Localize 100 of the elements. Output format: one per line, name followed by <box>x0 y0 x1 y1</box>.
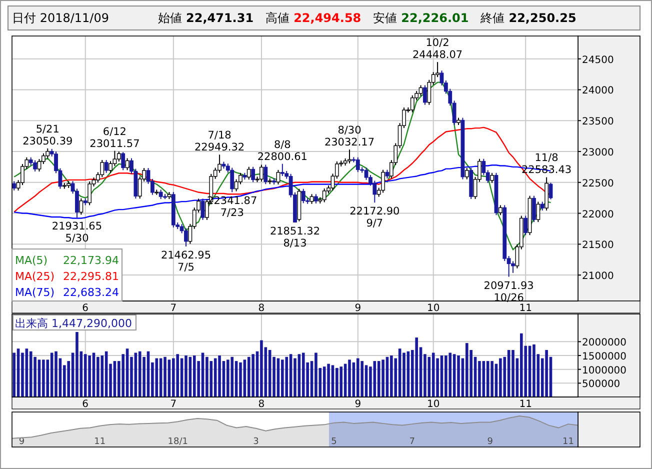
candlestick <box>301 188 306 204</box>
candlestick <box>356 156 360 173</box>
candlestick <box>276 169 280 185</box>
candlestick <box>104 159 108 174</box>
candlestick <box>348 149 352 164</box>
x-tick-label: 8 <box>258 303 265 314</box>
candlestick <box>381 169 385 194</box>
bar <box>218 356 221 397</box>
x-tick-label: 7 <box>170 399 177 410</box>
bar <box>340 366 343 397</box>
text: 22,494.58 <box>294 11 362 25</box>
annotation: 21462.95 7/5 <box>160 249 212 274</box>
text: MA(25) 22,295.81 <box>15 270 119 283</box>
y-tick-label: 500000 <box>582 379 620 390</box>
y-tick-label: 1500000 <box>582 352 627 362</box>
candlestick <box>200 198 205 220</box>
candlestick <box>310 194 314 204</box>
text: 終値 <box>480 11 505 25</box>
bar <box>314 352 318 397</box>
candlestick <box>37 158 42 172</box>
bar <box>432 352 435 397</box>
annotation: 21851.32 8/13 <box>270 225 320 250</box>
candlestick <box>251 166 256 183</box>
bar <box>356 358 360 397</box>
candlestick <box>264 164 268 185</box>
bar <box>545 350 548 397</box>
bar <box>247 356 250 397</box>
bar <box>230 356 234 397</box>
candlestick <box>88 180 92 206</box>
bar <box>302 352 305 397</box>
candlestick <box>280 163 284 176</box>
candlestick <box>536 201 540 223</box>
bar <box>252 354 254 397</box>
bar <box>84 354 87 397</box>
bar <box>486 361 490 397</box>
x-tick-label: 10 <box>426 303 440 314</box>
bar <box>138 351 142 397</box>
bar <box>512 350 514 397</box>
bar <box>490 361 494 397</box>
text: MA(5) 22,173.94 <box>15 254 119 267</box>
candlestick <box>158 189 163 200</box>
text: 始値 <box>158 11 182 25</box>
candlestick <box>33 160 38 172</box>
y-tick-label: 21500 <box>582 240 614 252</box>
y-tick-label: 23000 <box>582 148 614 159</box>
bar <box>176 354 180 397</box>
x-tick-label: 9 <box>487 437 494 447</box>
annotation: 7/18 22949.32 <box>194 130 245 154</box>
bar <box>478 361 481 397</box>
candlestick <box>116 151 121 162</box>
x-tick-label: 9 <box>354 399 362 410</box>
candlestick <box>314 194 318 204</box>
bar <box>226 360 230 397</box>
bar <box>532 344 536 397</box>
bar <box>54 351 58 397</box>
bar <box>520 333 523 397</box>
candlestick <box>410 94 414 113</box>
annotation: 10/2 24448.07 <box>412 37 463 62</box>
y-tick-label: 23500 <box>582 116 614 128</box>
x-tick-label: 10 <box>426 399 440 410</box>
candlestick <box>418 84 423 96</box>
bar <box>88 356 91 397</box>
chart-title: 出来高 1,447,290,000 <box>15 317 132 330</box>
bar <box>457 356 460 397</box>
text: 22,471.31 <box>186 11 254 25</box>
bar <box>12 352 16 397</box>
candlestick <box>184 228 188 247</box>
bar <box>164 356 166 397</box>
candlestick <box>322 188 326 203</box>
candlestick <box>112 150 117 167</box>
x-tick-label: 18/1 <box>168 437 188 447</box>
bar <box>336 368 338 397</box>
bar <box>239 362 242 397</box>
bar <box>444 356 448 397</box>
candlestick <box>246 166 251 180</box>
x-tick-label: 7 <box>409 437 415 447</box>
annotation: 8/30 23032.17 <box>324 124 375 149</box>
candlestick <box>364 167 368 180</box>
x-tick-label: 11 <box>519 303 532 314</box>
bar <box>184 356 188 397</box>
bar <box>285 356 288 397</box>
candlestick <box>79 198 84 216</box>
annotation: 5/21 23050.39 <box>22 123 73 148</box>
x-tick-label: 3 <box>253 437 259 447</box>
bar <box>155 358 158 397</box>
x-tick-label: 8 <box>258 399 265 410</box>
candlestick <box>490 172 494 184</box>
bar <box>382 360 384 397</box>
bar <box>294 358 296 397</box>
text: 日付 2018/11/09 <box>12 11 109 25</box>
bar <box>499 358 502 397</box>
bar <box>281 360 284 397</box>
text: 高値 <box>266 11 290 25</box>
x-tick-label: 11 <box>519 399 532 410</box>
annotation: 22172.90 9/7 <box>350 206 400 230</box>
candlestick <box>230 167 234 193</box>
candlestick <box>498 204 502 216</box>
bar <box>390 356 393 397</box>
y-tick-label: 22500 <box>582 178 614 190</box>
text: 22,226.01 <box>401 11 469 25</box>
